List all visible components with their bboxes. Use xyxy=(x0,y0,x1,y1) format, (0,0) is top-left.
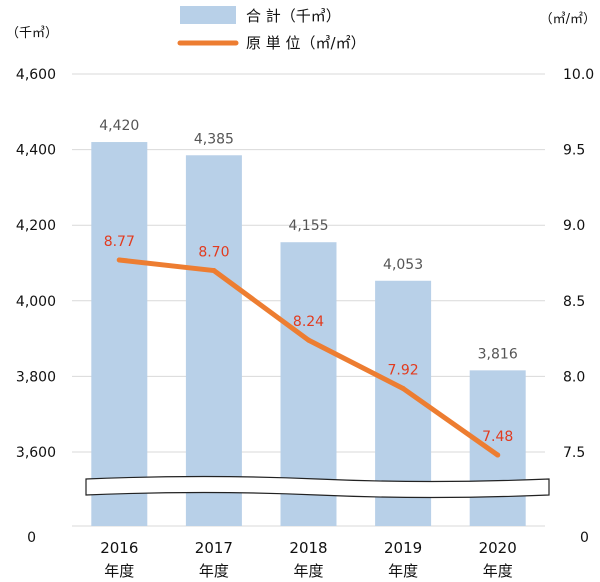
bar-value-label: 4,053 xyxy=(383,257,423,273)
bar-total xyxy=(91,142,148,527)
right-tick-label: 9.5 xyxy=(563,143,585,159)
category-year-label: 2017 xyxy=(195,539,233,557)
bar-total xyxy=(185,155,242,526)
ratio-point xyxy=(116,257,122,263)
category-year-label: 2018 xyxy=(289,539,327,557)
right-tick-label: 8.5 xyxy=(563,294,585,310)
right-tick-label: 9.0 xyxy=(563,218,585,234)
left-axis-unit: （千㎥） xyxy=(6,26,58,41)
left-tick-label: 3,600 xyxy=(16,445,56,461)
left-tick-label: 4,000 xyxy=(16,294,56,310)
right-base-label: 0 xyxy=(580,530,589,546)
right-tick-label: 7.5 xyxy=(563,445,585,461)
category-suffix-label: 年度 xyxy=(293,562,323,580)
ratio-value-label: 8.24 xyxy=(293,314,324,330)
ratio-value-label: 8.77 xyxy=(104,234,135,250)
ratio-point xyxy=(211,268,217,274)
ratio-line xyxy=(116,257,501,458)
category-suffix-label: 年度 xyxy=(483,562,513,580)
right-tick-label: 10.0 xyxy=(563,67,594,83)
data-labels: 4,420 4,385 4,155 4,053 3,816 8.77 8.70 8.24 7.9… xyxy=(99,118,518,445)
category-year-label: 2020 xyxy=(479,539,517,557)
bar-value-label: 4,155 xyxy=(288,218,328,234)
left-tick-label: 4,400 xyxy=(16,143,56,159)
ratio-point xyxy=(400,385,406,391)
left-base-label: 0 xyxy=(27,530,36,546)
category-suffix-label: 年度 xyxy=(388,562,418,580)
legend-label-bar: 合 計（千㎥） xyxy=(246,7,341,25)
right-tick-label: 8.0 xyxy=(563,369,585,385)
ratio-value-label: 7.92 xyxy=(388,362,419,378)
left-tick-label: 3,800 xyxy=(16,369,56,385)
left-tick-label: 4,600 xyxy=(16,67,56,83)
left-tick-label: 4,200 xyxy=(16,218,56,234)
axes: 3,600 3,800 4,000 4,200 4,400 4,600 0 7.5 8.0 8.5… xyxy=(6,12,596,580)
ratio-value-label: 8.70 xyxy=(198,245,229,261)
bar-total xyxy=(469,370,526,526)
ratio-point xyxy=(306,337,311,343)
bar-value-label: 4,385 xyxy=(194,131,234,147)
category-year-label: 2019 xyxy=(384,539,422,557)
ratio-value-label: 7.48 xyxy=(482,429,513,445)
ratio-point xyxy=(495,452,501,458)
bars xyxy=(91,142,526,527)
category-suffix-label: 年度 xyxy=(104,562,134,580)
bar-value-label: 4,420 xyxy=(99,118,139,134)
legend: 合 計（千㎥） 原 単 位（㎥/㎡） xyxy=(177,6,366,52)
bar-value-label: 3,816 xyxy=(478,346,518,362)
axis-break-band xyxy=(85,475,550,499)
category-suffix-label: 年度 xyxy=(199,562,229,580)
legend-label-line: 原 単 位（㎥/㎡） xyxy=(246,34,366,52)
legend-swatch-bar xyxy=(180,6,236,24)
category-year-label: 2016 xyxy=(100,539,138,557)
axis-break xyxy=(85,475,550,499)
right-axis-unit: （㎥/㎡） xyxy=(540,12,596,27)
